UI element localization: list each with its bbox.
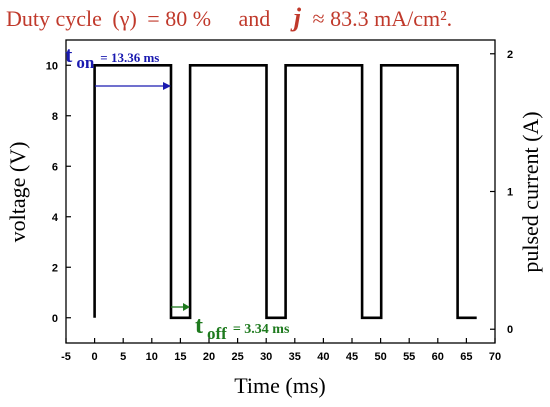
and-word: and [239,6,271,31]
x-tick-label: 20 [203,351,215,363]
y2-tick-label: 1 [507,187,513,199]
y2-tick-label: 2 [507,49,513,61]
y-tick-label: 0 [52,313,58,325]
x-tick-label: 25 [231,351,243,363]
x-axis-ticks: -5 0 5 10 15 20 25 30 35 40 45 50 55 60 65 70 [61,338,501,363]
x-axis-label: Time (ms) [234,373,325,398]
x-tick-label: 30 [260,351,272,363]
x-tick-label: -5 [61,351,71,363]
toff-sub: off [207,324,227,343]
j-symbol: j [290,3,302,32]
duty-gamma: (γ) [112,6,136,31]
x-tick-label: 0 [92,351,98,363]
toff-arrow-head [183,303,190,311]
ton-arrow-head [163,82,171,90]
duty-value: = 80 % [147,6,211,31]
y-tick-label: 8 [52,111,58,123]
x-tick-label: 65 [460,351,472,363]
y2-axis-ticks: 0 1 2 [490,49,513,336]
j-value: ≈ 83.3 mA/cm². [313,6,453,31]
x-tick-label: 70 [489,351,501,363]
y-axis-ticks: 0 2 4 6 8 10 [46,60,71,325]
y-tick-label: 10 [46,60,58,72]
y-tick-label: 2 [52,262,58,274]
x-tick-label: 40 [317,351,329,363]
y-tick-label: 6 [52,161,58,173]
ton-value: = 13.36 ms [100,50,159,65]
y-tick-label: 4 [52,212,59,224]
y2-axis-label: pulsed current (A) [518,111,543,272]
x-tick-label: 50 [374,351,386,363]
duty-label: Duty cycle [6,6,102,31]
x-tick-label: 5 [120,351,126,363]
x-tick-label: 60 [432,351,444,363]
voltage-series-line [93,64,477,320]
ton-label: t on = 13.36 ms [65,42,159,72]
x-tick-label: 10 [146,351,158,363]
toff-t: t [195,313,203,339]
x-tick-label: 15 [174,351,186,363]
toff-label: t off = 3.34 ms [195,313,290,343]
toff-value: = 3.34 ms [233,322,290,337]
x-tick-label: 35 [289,351,301,363]
y2-tick-label: 0 [507,324,513,336]
x-tick-label: 45 [346,351,358,363]
y-axis-label: voltage (V) [5,142,30,243]
x-tick-label: 55 [403,351,415,363]
chart-header: Duty cycle (γ) = 80 % and j ≈ 83.3 mA/cm… [6,3,452,32]
toff-annotation: t off = 3.34 ms [171,303,290,343]
ton-sub: on [76,53,95,72]
ton-t: t [65,42,73,67]
ton-annotation: t on = 13.36 ms [65,42,171,90]
